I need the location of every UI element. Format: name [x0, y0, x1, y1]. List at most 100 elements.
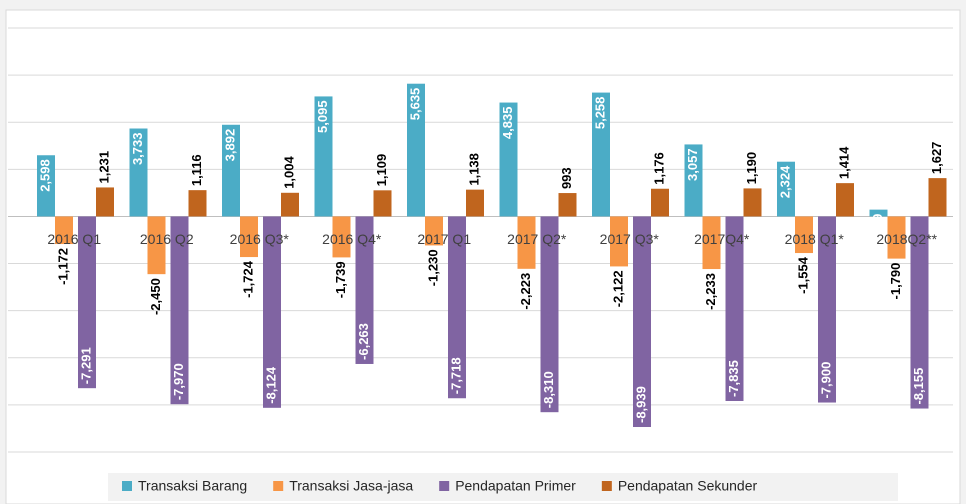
data-label: -7,291: [78, 347, 93, 384]
data-label: 3,892: [222, 129, 237, 162]
data-label: -7,718: [448, 357, 463, 394]
data-label: 1,109: [374, 154, 389, 187]
bar: [910, 216, 929, 409]
bar: [869, 209, 888, 217]
data-label: -1,172: [55, 248, 70, 285]
bar: [240, 216, 258, 258]
data-label: 2,598: [37, 159, 52, 192]
bar: [592, 92, 610, 217]
bar: [96, 187, 114, 217]
data-label: 1,176: [651, 152, 666, 185]
bar: [651, 188, 669, 217]
bar: [887, 216, 906, 259]
x-tick-label: 2017 Q3*: [600, 231, 660, 247]
x-tick-label: 2017 Q2*: [507, 231, 567, 247]
data-label: -7,835: [726, 360, 741, 397]
data-label: -1,739: [333, 261, 348, 298]
data-label: 5,635: [407, 88, 422, 121]
data-label: -2,223: [518, 273, 533, 310]
legend-label: Pendapatan Primer: [455, 478, 576, 494]
bar: [928, 178, 947, 217]
bar: [702, 216, 721, 270]
bar: [633, 216, 651, 428]
bar: [188, 190, 207, 217]
bar: [795, 216, 813, 254]
data-label: 1,627: [929, 142, 944, 175]
legend-box: [108, 473, 898, 501]
bar: [37, 155, 55, 217]
x-tick-label: 2016 Q2: [140, 231, 194, 247]
bar: [129, 128, 148, 217]
bar: [558, 193, 577, 217]
data-label: -8,155: [911, 368, 926, 405]
data-label: -2,450: [148, 278, 163, 315]
bar: [314, 96, 333, 217]
data-label: -1,554: [795, 256, 810, 294]
data-label: -8,939: [633, 386, 648, 423]
data-label: 2,324: [777, 165, 792, 198]
data-label: -6,263: [356, 323, 371, 360]
bar: [281, 192, 299, 217]
legend-swatch: [122, 481, 132, 491]
bar: [407, 83, 425, 217]
data-label: -1,724: [240, 260, 255, 298]
x-tick-label: 2016 Q3*: [230, 231, 290, 247]
data-label: 4,835: [500, 107, 515, 140]
bar: [836, 183, 854, 217]
data-label: 1,138: [466, 153, 481, 186]
bar: [263, 216, 281, 408]
bar: [684, 144, 703, 217]
data-label: -1,230: [425, 249, 440, 286]
data-label: 5,095: [315, 100, 330, 133]
bar: [332, 216, 351, 258]
bar: [743, 188, 762, 217]
x-tick-label: 2018 Q1*: [785, 231, 845, 247]
data-label: 289: [870, 214, 885, 236]
data-label: -2,122: [610, 270, 625, 307]
legend-label: Transaksi Jasa-jasa: [289, 478, 413, 494]
legend-swatch: [601, 481, 612, 491]
data-label: 1,116: [189, 154, 204, 186]
legend-swatch: [273, 481, 284, 491]
bar: [55, 216, 73, 245]
bar: [725, 216, 744, 402]
bar: [466, 189, 484, 217]
data-label: -7,900: [818, 362, 833, 399]
data-label: 1,414: [836, 146, 851, 179]
data-label: 1,231: [96, 151, 111, 184]
bar: [540, 216, 559, 413]
data-label: -7,970: [171, 363, 186, 400]
bar: [818, 216, 836, 403]
bar: [78, 216, 96, 389]
data-label: 3,057: [685, 148, 700, 181]
legend-label: Pendapatan Sekunder: [618, 478, 758, 494]
data-label: 3,733: [130, 133, 145, 166]
bar: [170, 216, 189, 405]
x-tick-label: 2016 Q1: [47, 231, 101, 247]
bar: [610, 216, 628, 267]
bar: [499, 102, 518, 217]
bar: [517, 216, 536, 269]
data-label: 1,004: [281, 155, 296, 188]
data-label: -2,233: [703, 273, 718, 310]
bar: [147, 216, 166, 275]
bar: [355, 216, 374, 364]
data-label: -1,790: [888, 263, 903, 300]
bar: [373, 190, 392, 217]
legend-swatch: [439, 481, 450, 491]
x-tick-label: 2017Q4*: [694, 231, 750, 247]
x-tick-label: 2016 Q4*: [322, 231, 382, 247]
bar: [425, 216, 443, 246]
x-tick-label: 2018Q2**: [876, 231, 937, 247]
bar: [448, 216, 466, 399]
data-label: 1,190: [744, 152, 759, 185]
data-label: -8,124: [263, 366, 278, 404]
data-label: -8,310: [541, 371, 556, 408]
bar: [222, 124, 240, 217]
bar: [777, 161, 795, 217]
data-label: 5,258: [592, 97, 607, 130]
legend-label: Transaksi Barang: [138, 478, 247, 494]
x-tick-label: 2017 Q1: [417, 231, 471, 247]
data-label: 993: [559, 167, 574, 189]
